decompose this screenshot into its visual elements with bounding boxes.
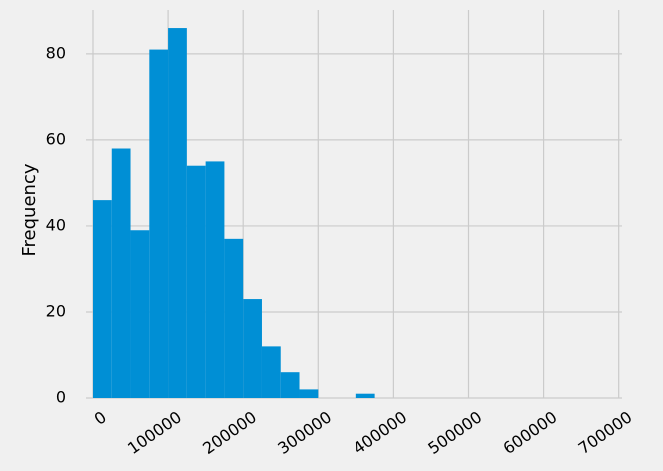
bar — [111, 148, 131, 398]
bar — [243, 299, 262, 398]
y-tick-label: 60 — [46, 129, 66, 148]
bar — [149, 49, 169, 398]
y-tick-label: 20 — [46, 301, 66, 320]
y-axis-label: Frequency — [19, 163, 40, 256]
bar — [261, 346, 281, 398]
bar — [130, 230, 150, 398]
y-tick-label: 80 — [46, 43, 66, 62]
bar — [205, 161, 225, 398]
bar — [224, 238, 244, 398]
y-tick-label: 0 — [56, 388, 66, 407]
bar — [280, 372, 300, 398]
bar — [92, 200, 112, 398]
bar — [355, 393, 375, 398]
bar — [299, 389, 319, 398]
bar — [168, 28, 187, 398]
y-tick-label: 40 — [46, 215, 66, 234]
bar — [186, 165, 206, 398]
